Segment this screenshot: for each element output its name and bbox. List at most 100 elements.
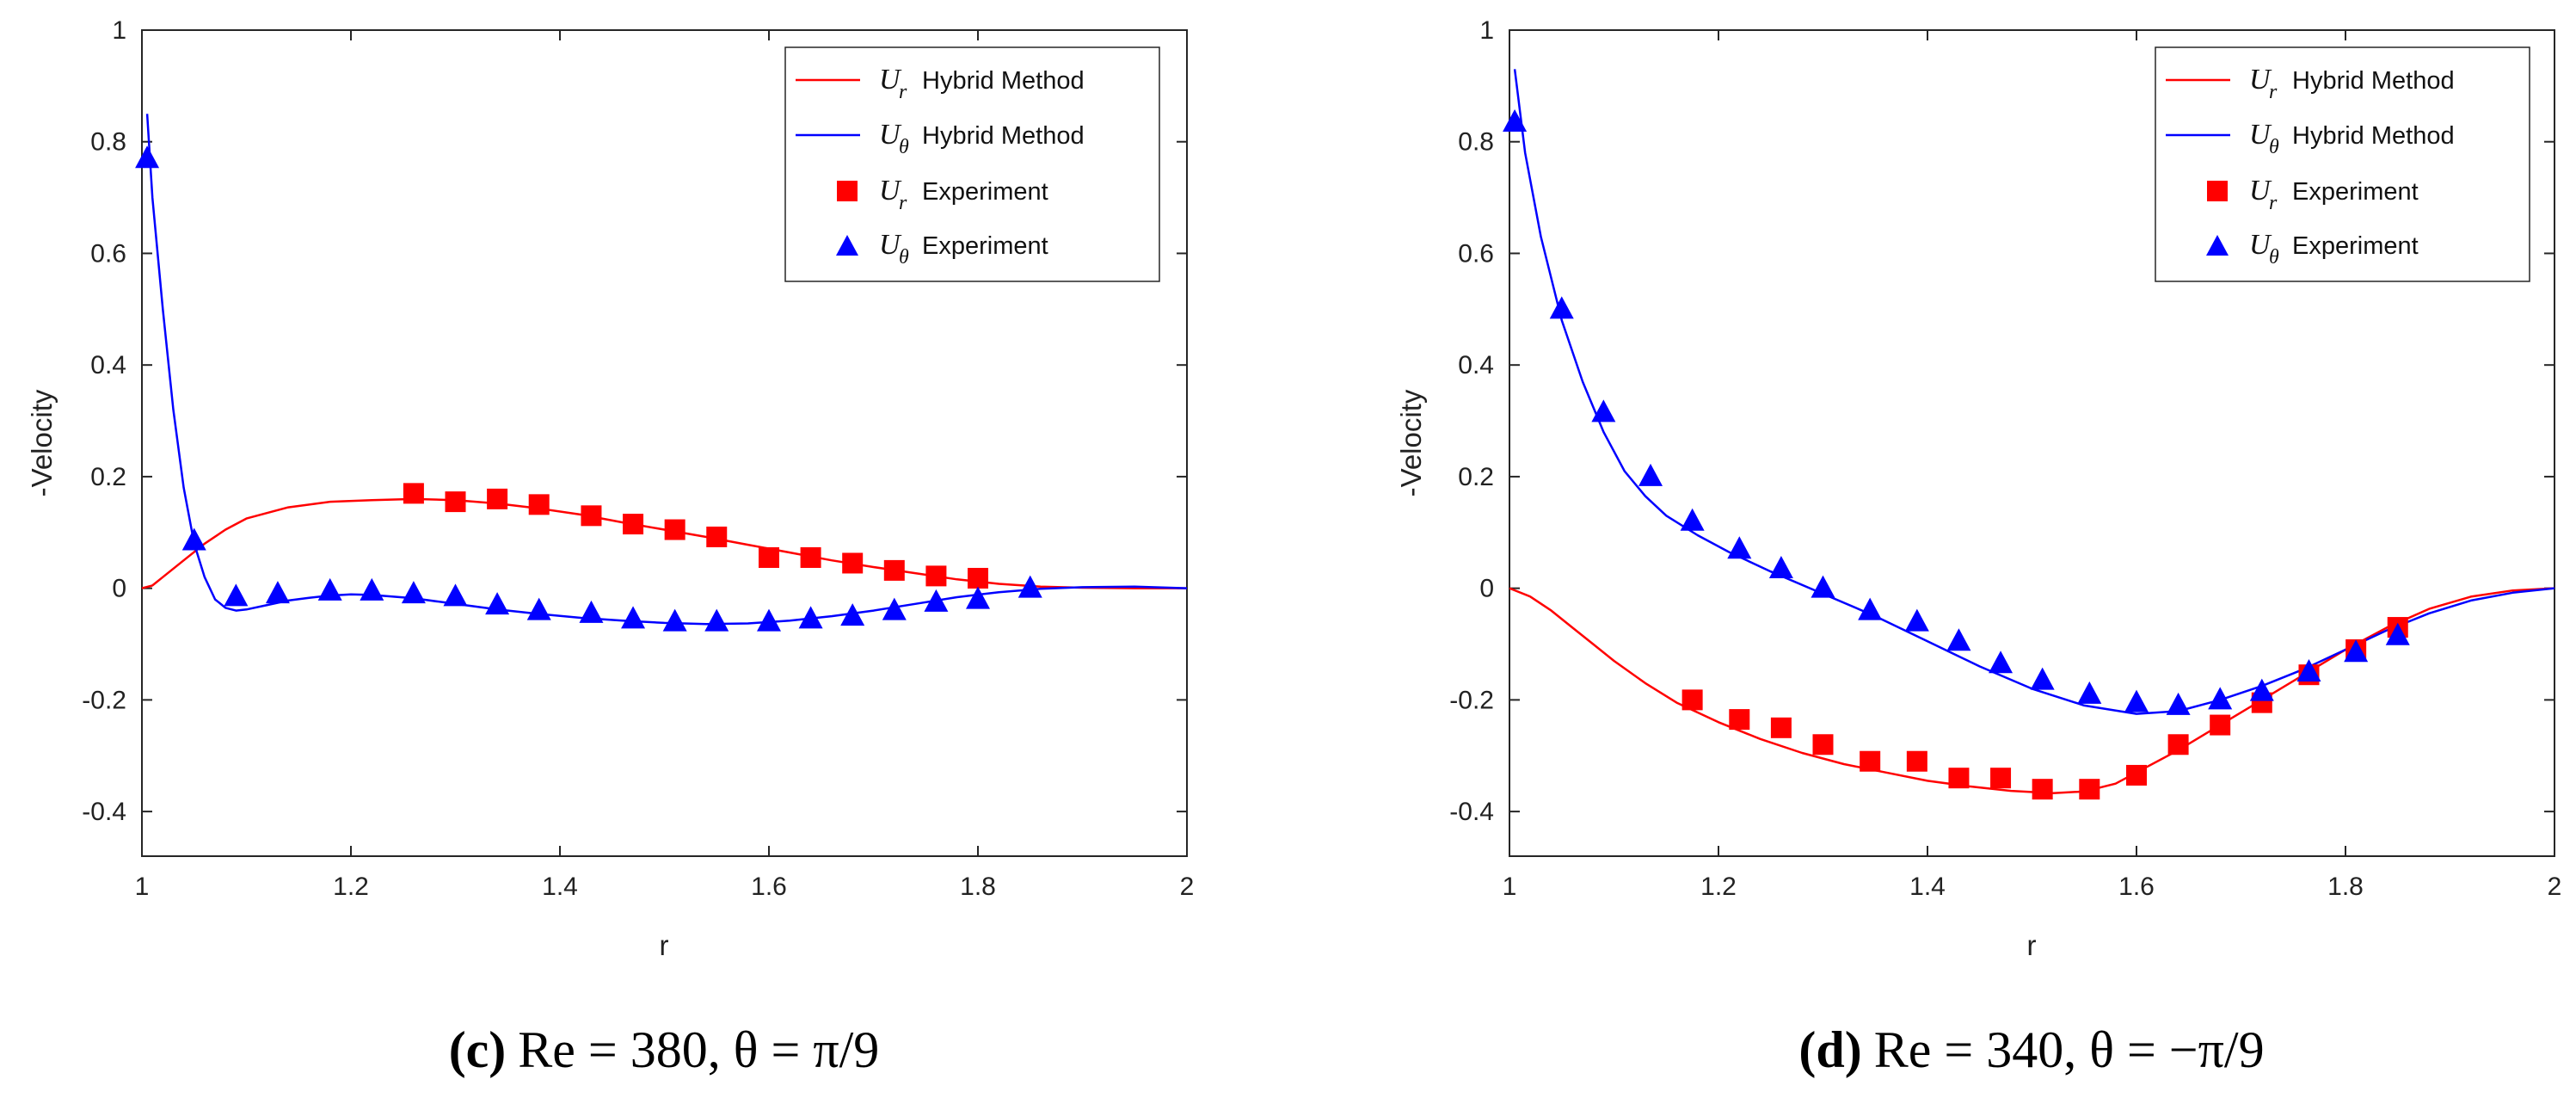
legend-label-ur-exp: Experiment <box>2292 178 2419 206</box>
utheta-experiment-point <box>360 577 384 601</box>
utheta-experiment-point <box>1858 597 1883 620</box>
y-axis-label: -Velocity <box>1395 389 1427 496</box>
utheta-experiment-point <box>1680 508 1705 531</box>
legend-subscript-utheta-exp: θ <box>2269 246 2279 268</box>
y-tick-label: -0.4 <box>1449 798 1494 826</box>
legend-symbol-ur-exp: U <box>2249 175 2272 207</box>
x-tick-label: 2 <box>2548 873 2562 901</box>
ur-experiment-point <box>2126 764 2147 786</box>
legend-marker-square <box>837 181 858 201</box>
y-tick-label: 0.8 <box>1458 128 1494 157</box>
y-tick-label: 1 <box>112 16 126 45</box>
legend-symbol-utheta-line: U <box>879 119 902 151</box>
ur-experiment-point <box>1729 709 1750 731</box>
x-tick-label: 1.8 <box>2327 873 2364 901</box>
utheta-experiment-point <box>2249 678 2274 701</box>
ur-experiment-point <box>800 546 821 568</box>
utheta-experiment-point <box>2208 687 2233 710</box>
legend-label-utheta-hybrid: Hybrid Method <box>2292 122 2455 150</box>
legend-label-ur-hybrid: Hybrid Method <box>922 67 1085 95</box>
y-axis-label: -Velocity <box>26 389 58 496</box>
x-tick-label: 1 <box>1503 873 1517 901</box>
utheta-experiment-point <box>579 600 604 623</box>
panel-c: 1 0.8 0.6 0.4 0.2 0 -0.2 -0.4 1 1.2 1.4 1.6 1.8 2 -V… <box>26 16 1194 1078</box>
legend-label-ur-hybrid: Hybrid Method <box>2292 67 2455 95</box>
caption-d-label: (d) <box>1798 1021 1861 1078</box>
ur-experiment-point <box>403 483 424 504</box>
utheta-experiment-point <box>1591 399 1616 422</box>
legend-subscript-utheta-line: θ <box>2269 136 2279 158</box>
y-tick-label: -0.4 <box>82 798 126 826</box>
legend-symbol-ur-line: U <box>2249 64 2272 96</box>
utheta-experiment-point <box>924 589 949 612</box>
legend-subscript-ur-exp: r <box>899 192 907 214</box>
legend-label-utheta-exp: Experiment <box>2292 232 2419 260</box>
utheta-experiment-point <box>1904 608 1929 632</box>
ur-experiment-point <box>1812 734 1834 756</box>
ur-experiment-point <box>2032 779 2053 800</box>
legend-marker-square <box>2207 181 2228 201</box>
x-tick-label: 1.6 <box>751 873 787 901</box>
x-tick-label: 2 <box>1180 873 1195 901</box>
ur-experiment-point <box>842 552 864 574</box>
ur-experiment-point <box>2079 779 2100 800</box>
legend-symbol-ur-line: U <box>879 64 902 96</box>
utheta-experiment-point <box>882 597 907 620</box>
ur-experiment-point <box>883 559 905 581</box>
series-layer <box>135 114 1188 632</box>
utheta-experiment-point <box>2166 692 2191 715</box>
utheta-experiment-point <box>443 583 468 607</box>
ur-experiment-point <box>2210 714 2231 736</box>
ur-experiment-point <box>1860 750 1881 772</box>
utheta-experiment-point <box>1989 651 2013 674</box>
y-tick-label: 0.6 <box>90 239 126 268</box>
utheta-experiment-point <box>1017 575 1042 598</box>
x-tick-labels: 1 1.2 1.4 1.6 1.8 2 <box>1503 873 2562 901</box>
y-tick-label: -0.2 <box>82 686 126 714</box>
utheta-experiment-point <box>2030 667 2055 690</box>
y-tick-label: 0 <box>112 575 126 603</box>
legend-label-ur-exp: Experiment <box>922 178 1048 206</box>
x-tick-label: 1.4 <box>1909 873 1946 901</box>
caption-c-text: Re = 380, θ = π/9 <box>518 1021 879 1078</box>
legend: U r Hybrid Method U θ Hybrid Method U r … <box>2155 46 2530 282</box>
legend-subscript-utheta-exp: θ <box>899 246 909 268</box>
caption-d: (d) Re = 340, θ = −π/9 <box>1798 1021 2264 1078</box>
panel-d: 1 0.8 0.6 0.4 0.2 0 -0.2 -0.4 1 1.2 1.4 1.6 1.8 2 -V… <box>1395 16 2561 1078</box>
y-tick-labels: 1 0.8 0.6 0.4 0.2 0 -0.2 -0.4 <box>1449 16 1494 826</box>
y-tick-label: 0.4 <box>1458 351 1494 379</box>
utheta-experiment-point <box>526 597 551 620</box>
x-tick-label: 1.8 <box>960 873 996 901</box>
x-tick-label: 1.2 <box>1700 873 1737 901</box>
utheta-experiment-point <box>1768 555 1793 578</box>
legend-subscript-ur-exp: r <box>2269 192 2278 214</box>
y-tick-label: 0 <box>1479 575 1494 603</box>
ur-experiment-point <box>968 567 988 589</box>
legend-symbol-utheta-exp: U <box>2249 229 2272 261</box>
x-tick-label: 1 <box>135 873 150 901</box>
y-tick-label: 0.6 <box>1458 239 1494 268</box>
legend-label-utheta-exp: Experiment <box>922 232 1048 260</box>
ur-experiment-point <box>487 488 508 509</box>
legend-marker-triangle <box>836 235 858 256</box>
utheta-experiment-point <box>1549 296 1574 319</box>
utheta-experiment-point <box>1727 536 1752 559</box>
ur-experiment-point <box>1948 768 1970 789</box>
caption-c: (c) Re = 380, θ = π/9 <box>449 1021 880 1078</box>
x-tick-label: 1.4 <box>542 873 578 901</box>
ur-experiment-point <box>925 565 947 587</box>
utheta-hybrid-line <box>145 114 1188 626</box>
caption-d-text: Re = 340, θ = −π/9 <box>1874 1021 2265 1078</box>
legend-subscript-ur-line: r <box>899 81 907 103</box>
ur-experiment-point <box>759 546 779 568</box>
utheta-experiment-point <box>966 586 990 609</box>
legend-marker-triangle <box>2206 235 2229 256</box>
ur-experiment-point <box>528 494 550 515</box>
utheta-experiment-point <box>224 583 249 607</box>
y-tick-label: -0.2 <box>1449 686 1494 714</box>
legend-symbol-utheta-exp: U <box>879 229 902 261</box>
legend-symbol-utheta-line: U <box>2249 119 2272 151</box>
utheta-experiment-point <box>135 145 160 169</box>
series-layer <box>1503 69 2555 800</box>
